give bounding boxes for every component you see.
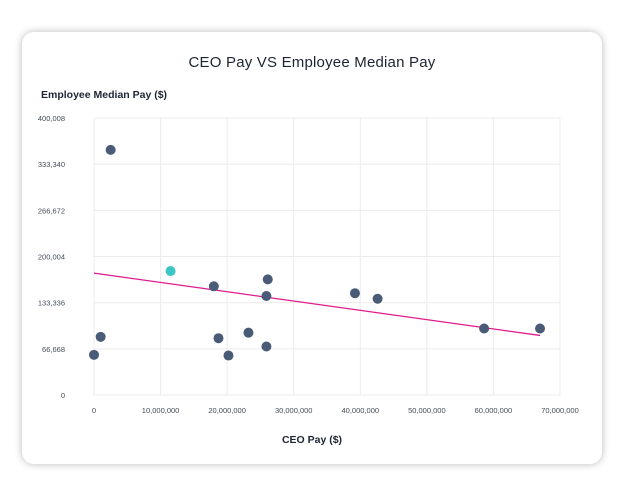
data-point [479, 323, 490, 334]
x-tick-label: 70,000,000 [541, 406, 579, 415]
trend-line [93, 272, 541, 337]
data-point [349, 288, 360, 299]
data-point [372, 293, 383, 304]
x-tick-label: 30,000,000 [275, 406, 313, 415]
data-point [261, 341, 272, 352]
data-point [213, 333, 224, 344]
data-point [223, 350, 234, 361]
data-point [105, 144, 116, 155]
x-tick-label: 10,000,000 [142, 406, 180, 415]
y-tick-label: 66,668 [42, 345, 65, 354]
y-tick-label: 333,340 [38, 160, 65, 169]
y-tick-label: 200,004 [38, 253, 65, 262]
y-tick-label: 266,672 [38, 206, 65, 215]
chart-title: CEO Pay VS Employee Median Pay [188, 54, 436, 71]
data-point [261, 290, 272, 301]
x-tick-label: 60,000,000 [475, 406, 513, 415]
x-tick-label: 0 [92, 406, 96, 415]
x-tick-label: 40,000,000 [342, 406, 380, 415]
x-tick-label: 50,000,000 [408, 406, 446, 415]
scatter-plot: 0 66,668 133,336 200,004 266,672 333,340 400,0… [38, 114, 579, 415]
data-point [535, 323, 546, 334]
y-tick-label: 400,008 [38, 114, 65, 123]
y-axis-label: Employee Median Pay ($) [41, 89, 168, 101]
x-tick-label: 20,000,000 [208, 406, 246, 415]
highlighted-data-point [165, 266, 176, 277]
x-axis-label: CEO Pay ($) [281, 434, 343, 446]
chart-card: CEO Pay VS Employee Median Pay Employee … [22, 32, 602, 464]
y-tick-label: 0 [61, 391, 65, 400]
data-point [89, 349, 99, 360]
data-point [208, 281, 219, 292]
data-point [95, 331, 106, 342]
data-point [262, 274, 273, 285]
y-tick-label: 133,336 [38, 299, 65, 308]
data-point [243, 327, 254, 338]
